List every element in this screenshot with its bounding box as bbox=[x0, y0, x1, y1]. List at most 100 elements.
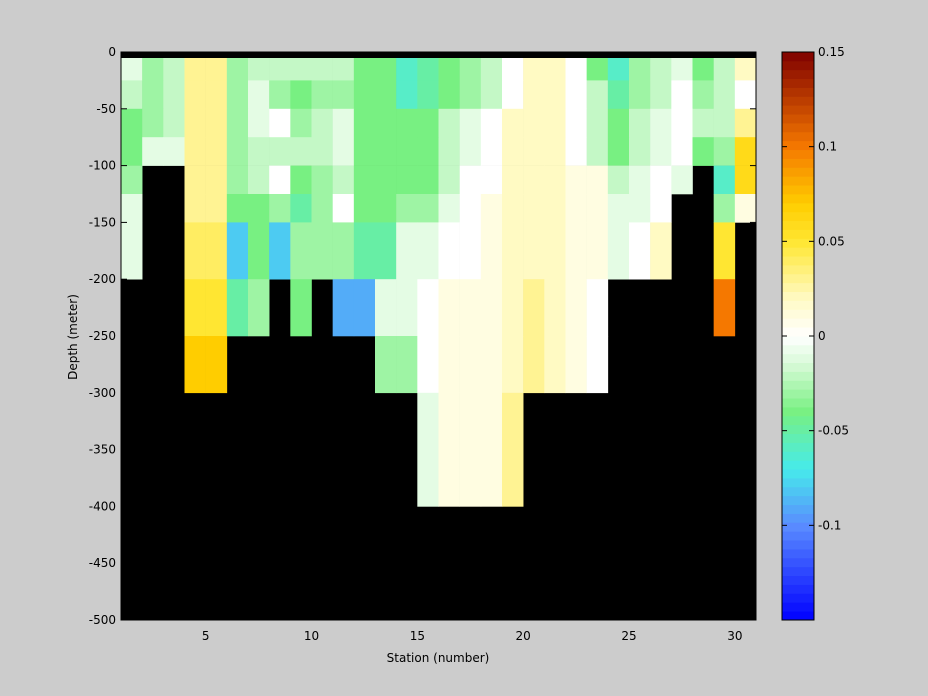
heatmap-cell bbox=[692, 137, 714, 166]
colorbar-band bbox=[782, 389, 814, 399]
heatmap-cell bbox=[396, 279, 418, 337]
heatmap-cell bbox=[523, 57, 545, 81]
heatmap-cell bbox=[565, 194, 587, 223]
heatmap-cell bbox=[671, 108, 693, 138]
heatmap-cell bbox=[311, 57, 333, 81]
colorbar-band bbox=[782, 540, 814, 550]
colorbar-band bbox=[782, 291, 814, 301]
heatmap-cell bbox=[396, 194, 418, 223]
heatmap-cell bbox=[205, 279, 228, 337]
heatmap-cell bbox=[353, 165, 376, 195]
heatmap-cell bbox=[205, 137, 228, 166]
heatmap-cell bbox=[375, 222, 397, 280]
y-tick-label: -400 bbox=[89, 499, 116, 513]
heatmap-cell bbox=[417, 80, 439, 110]
heatmap-cell bbox=[480, 336, 503, 394]
heatmap-cell bbox=[311, 80, 333, 110]
colorbar-band bbox=[782, 486, 814, 497]
y-axis: 0 -50 -100 -150 -200 -250 -300 -350 -400 -450 -500 bbox=[89, 45, 756, 627]
heatmap-cell bbox=[375, 336, 397, 394]
heatmap-cell bbox=[713, 165, 736, 195]
heatmap-cell bbox=[565, 80, 587, 110]
heatmap-cell bbox=[544, 194, 566, 223]
heatmap-cell bbox=[121, 222, 143, 280]
heatmap-cell bbox=[438, 279, 460, 337]
heatmap-cell bbox=[417, 336, 439, 394]
colorbar-tick-label: 0.15 bbox=[818, 45, 845, 59]
heatmap-cell bbox=[692, 57, 714, 81]
heatmap-cell bbox=[586, 165, 609, 195]
colorbar-band bbox=[782, 344, 814, 355]
heatmap-cell bbox=[184, 279, 206, 337]
colorbar-band bbox=[782, 87, 814, 97]
heatmap-cell bbox=[121, 57, 143, 81]
heatmap-cell bbox=[269, 222, 291, 280]
heatmap-cell bbox=[671, 80, 693, 110]
y-axis-label: Depth (meter) bbox=[66, 294, 80, 380]
heatmap-cell bbox=[417, 108, 439, 138]
x-tick-label: 10 bbox=[304, 629, 319, 643]
heatmap-cell bbox=[332, 194, 355, 223]
heatmap-cell bbox=[417, 57, 439, 81]
heatmap-cell bbox=[142, 137, 164, 166]
x-tick-label: 5 bbox=[202, 629, 210, 643]
heatmap-cell bbox=[502, 80, 524, 110]
colorbar-band bbox=[782, 123, 814, 133]
colorbar-band bbox=[782, 433, 814, 443]
heatmap-cell bbox=[290, 194, 312, 223]
heatmap-cell bbox=[311, 108, 333, 138]
heatmap-cell bbox=[290, 279, 312, 337]
heatmap-cell bbox=[523, 222, 545, 280]
colorbar-band bbox=[782, 575, 814, 585]
heatmap-cell bbox=[226, 222, 249, 280]
heatmap-cell bbox=[565, 108, 587, 138]
colorbar-band bbox=[782, 469, 814, 479]
y-tick-label: -200 bbox=[89, 272, 116, 286]
colorbar-tick-label: 0 bbox=[818, 329, 826, 343]
heatmap-cell bbox=[269, 80, 291, 110]
heatmap-cell bbox=[290, 57, 312, 81]
colorbar-band bbox=[782, 96, 814, 106]
heatmap-cell bbox=[734, 108, 757, 138]
heatmap-cell bbox=[332, 222, 355, 280]
heatmap-cell bbox=[629, 137, 651, 166]
heatmap-cell bbox=[226, 165, 249, 195]
heatmap-cell bbox=[226, 108, 249, 138]
heatmap-cell bbox=[438, 80, 460, 110]
heatmap-cell bbox=[353, 279, 376, 337]
heatmap-cell bbox=[586, 108, 609, 138]
colorbar-ticks: 0.15 0.1 0.05 0 -0.05 -0.1 bbox=[782, 45, 849, 532]
colorbar-band bbox=[782, 362, 814, 372]
heatmap-cell bbox=[269, 137, 291, 166]
heatmap-cell bbox=[607, 137, 630, 166]
heatmap-cell bbox=[480, 57, 503, 81]
heatmap-cell bbox=[565, 137, 587, 166]
colorbar-band bbox=[782, 380, 814, 390]
colorbar: 0.15 0.1 0.05 0 -0.05 -0.1 bbox=[781, 45, 849, 621]
colorbar-band bbox=[782, 593, 814, 603]
heatmap-cell bbox=[459, 80, 482, 110]
heatmap-cell bbox=[544, 57, 566, 81]
heatmap-cell bbox=[121, 80, 143, 110]
heatmap-cell bbox=[692, 80, 714, 110]
heatmap-cell bbox=[184, 222, 206, 280]
heatmap-cell bbox=[459, 279, 482, 337]
heatmap-cell bbox=[734, 80, 757, 110]
colorbar-band bbox=[782, 158, 814, 168]
heatmap-cell bbox=[459, 108, 482, 138]
colorbar-band bbox=[782, 513, 814, 523]
heatmap-cell bbox=[502, 165, 524, 195]
colorbar-band bbox=[782, 167, 814, 177]
heatmap-cell bbox=[417, 222, 439, 280]
heatmap-cell bbox=[438, 222, 460, 280]
colorbar-band bbox=[782, 531, 814, 541]
heatmap-cell bbox=[480, 80, 503, 110]
heatmap-cell bbox=[713, 108, 736, 138]
colorbar-band bbox=[782, 176, 814, 186]
y-tick-label: -350 bbox=[89, 443, 116, 457]
heatmap-cell bbox=[121, 165, 143, 195]
heatmap-cell bbox=[142, 57, 164, 81]
heatmap-cell bbox=[671, 137, 693, 166]
y-tick-label: -250 bbox=[89, 329, 116, 343]
heatmap-cell bbox=[734, 194, 757, 223]
